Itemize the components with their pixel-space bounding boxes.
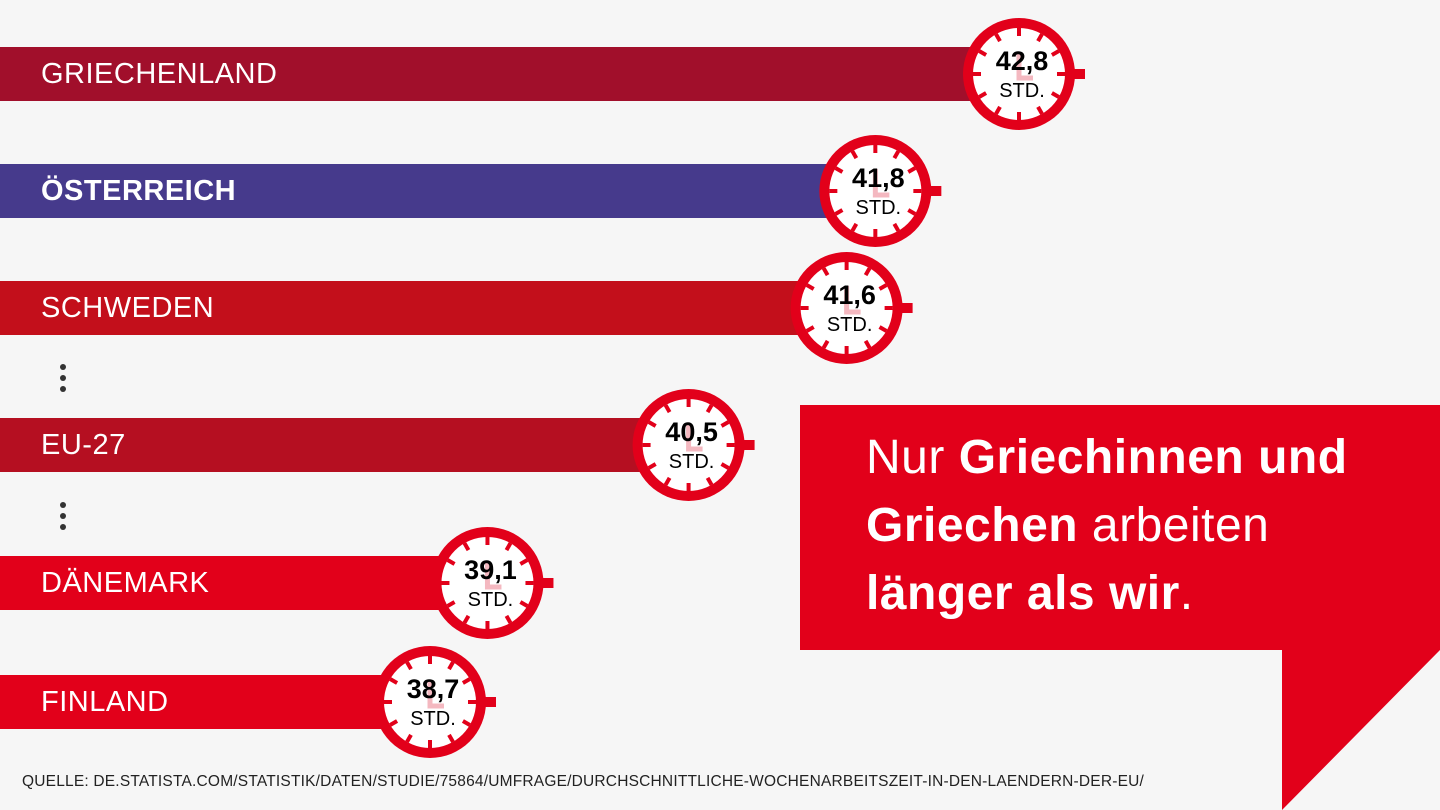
value-label-3: 40,5: [665, 417, 718, 447]
category-label-1: ÖSTERREICH: [41, 175, 237, 207]
value-label-4: 39,1: [464, 555, 517, 585]
category-label-3: EU-27: [41, 429, 126, 461]
category-label-5: FINLAND: [41, 686, 169, 718]
clock-badge-4: [431, 527, 554, 639]
category-label-0: GRIECHENLAND: [41, 58, 278, 90]
unit-label-1: STD.: [856, 197, 902, 219]
unit-label-5: STD.: [410, 708, 456, 730]
clock-badge-2: [790, 252, 913, 364]
bar-0: [0, 47, 1019, 101]
category-label-4: DÄNEMARK: [41, 567, 210, 599]
bar-1: [0, 164, 876, 218]
unit-label-3: STD.: [669, 451, 715, 473]
clock-badge-1: [819, 135, 942, 247]
value-label-0: 42,8: [996, 46, 1049, 76]
clock-badge-5: [374, 646, 496, 758]
value-label-1: 41,8: [852, 163, 905, 193]
speech-bubble: [800, 405, 1440, 810]
clock-badge-0: [963, 18, 1085, 130]
bar-2: [0, 281, 847, 335]
clock-badge-3: [632, 389, 755, 501]
bar-3: [0, 418, 689, 472]
source-note: QUELLE: DE.STATISTA.COM/STATISTIK/DATEN/…: [22, 773, 1145, 790]
ellipsis-dots-2: [60, 502, 68, 535]
callout-text: Nur Griechinnen und Griechen arbeiten lä…: [866, 431, 1348, 620]
unit-label-4: STD.: [468, 589, 514, 611]
value-label-5: 38,7: [407, 674, 460, 704]
ellipsis-dots-1: [60, 364, 68, 397]
unit-label-0: STD.: [999, 80, 1045, 102]
unit-label-2: STD.: [827, 314, 873, 336]
bar-5: [0, 675, 430, 729]
bar-4: [0, 556, 488, 610]
category-label-2: SCHWEDEN: [41, 292, 215, 324]
value-label-2: 41,6: [823, 280, 876, 310]
